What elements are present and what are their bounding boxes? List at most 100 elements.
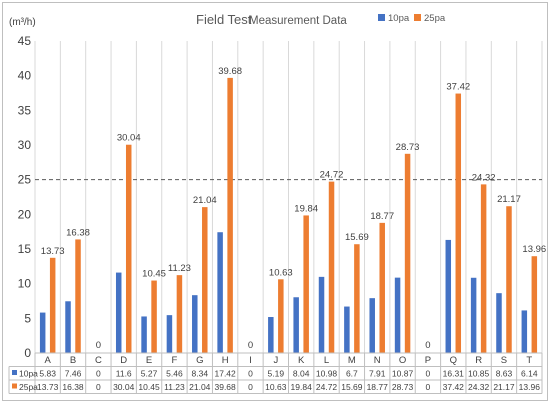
data-label-N: 18.77 — [370, 211, 394, 222]
x-tick-label-Q: Q — [450, 355, 457, 366]
x-tick-label-D: D — [120, 355, 127, 366]
table-cell: 11.23 — [164, 382, 185, 392]
data-label-D: 30.04 — [117, 133, 141, 144]
data-label-M: 15.69 — [345, 232, 369, 243]
bar-10pa-J — [268, 317, 274, 353]
data-label-I: 0 — [248, 340, 253, 351]
bar-10pa-A — [39, 312, 46, 353]
table-cell: 10.87 — [392, 369, 414, 379]
x-tick-label-P: P — [425, 355, 431, 366]
x-tick-label-J: J — [273, 355, 278, 366]
bar-10pa-N — [369, 298, 375, 353]
bar-25pa-Q — [455, 93, 462, 354]
data-label-Q: 37.42 — [446, 82, 470, 93]
bar-10pa-S — [496, 293, 502, 353]
bar-25pa-A — [49, 257, 56, 353]
table-cell: 15.69 — [341, 382, 363, 392]
bar-25pa-J — [278, 279, 284, 353]
bar-10pa-D — [115, 272, 122, 353]
table-cell: 13.73 — [37, 382, 59, 392]
table-cell: 10.85 — [468, 369, 490, 379]
bar-10pa-L — [318, 276, 325, 353]
y-axis: 0 5 10 15 20 25 30 35 40 45 — [18, 34, 32, 360]
data-label-J: 10.63 — [269, 267, 293, 278]
bar-10pa-H — [217, 232, 223, 353]
table-row-header-10pa: 10pa — [19, 369, 38, 379]
y-tick-label: 40 — [18, 69, 32, 83]
data-table: A B C D E F G H I J K L M N O P Q R S T 10pa 5.83 7.46 0 11.6 5.2… — [8, 352, 543, 394]
bar-25pa-D — [125, 144, 132, 353]
x-tick-label-C: C — [95, 355, 102, 366]
table-legend-key-25pa — [12, 383, 17, 389]
x-tick-label-T: T — [526, 355, 532, 366]
data-label-P: 0 — [425, 340, 430, 351]
table-cell: 28.73 — [392, 382, 414, 392]
legend: 10pa 25pa — [378, 13, 446, 24]
table-cell: 0 — [248, 369, 253, 379]
bar-25pa-E — [151, 280, 157, 353]
x-tick-label-A: A — [45, 355, 52, 366]
table-cell: 6.14 — [521, 369, 538, 379]
bar-25pa-B — [75, 239, 81, 353]
x-tick-label-R: R — [475, 355, 482, 366]
x-tick-label-E: E — [146, 355, 152, 366]
bar-25pa-K — [303, 215, 309, 353]
bar-10pa-O — [394, 277, 401, 353]
table-cell: 7.46 — [65, 369, 82, 379]
table-cell: 37.42 — [443, 382, 465, 392]
bar-10pa-Q — [445, 239, 452, 353]
data-label-K: 19.84 — [294, 203, 318, 214]
table-cell: 6.7 — [346, 369, 358, 379]
x-tick-label-L: L — [324, 355, 329, 366]
data-label-T: 13.96 — [522, 244, 546, 255]
bar-25pa-T — [531, 256, 538, 353]
table-cell: 17.42 — [214, 369, 236, 379]
table-cell: 0 — [96, 369, 101, 379]
bar-25pa-R — [480, 184, 487, 353]
table-cell: 8.04 — [293, 369, 310, 379]
table-cell: 18.77 — [367, 382, 389, 392]
x-tick-label-S: S — [501, 355, 507, 366]
bar-25pa-M — [354, 244, 360, 353]
table-cell: 7.91 — [369, 369, 386, 379]
table-cell: 16.38 — [62, 382, 84, 392]
x-tick-label-K: K — [298, 355, 305, 366]
bar-25pa-S — [506, 206, 512, 353]
y-tick-label: 0 — [24, 346, 31, 360]
table-cell: 39.68 — [214, 382, 236, 392]
y-tick-label: 45 — [18, 34, 32, 48]
bar-10pa-T — [521, 310, 528, 353]
x-tick-label-H: H — [222, 355, 229, 366]
x-tick-label-F: F — [172, 355, 178, 366]
x-tick-label-B: B — [70, 355, 76, 366]
data-label-A: 13.73 — [41, 246, 65, 257]
table-cell: 10.98 — [316, 369, 338, 379]
table-cell: 24.32 — [468, 382, 490, 392]
table-cell: 10.63 — [265, 382, 287, 392]
table-cell: 30.04 — [113, 382, 135, 392]
y-tick-label: 20 — [18, 207, 32, 221]
table-cell: 0 — [96, 382, 101, 392]
y-tick-label: 25 — [18, 173, 32, 187]
table-cell: 5.83 — [39, 369, 56, 379]
y-tick-label: 35 — [18, 103, 32, 117]
chart-title: Field Test — [196, 12, 252, 27]
chart-title-group: Field Test Measurement Data — [196, 12, 347, 27]
legend-swatch-10pa — [378, 14, 385, 21]
table-legend-key-10pa — [12, 370, 17, 375]
chart-title-rest: Measurement Data — [249, 15, 347, 27]
table-row-header-25pa: 25pa — [19, 382, 38, 392]
table-cell: 13.96 — [519, 382, 541, 392]
data-label-E: 10.45 — [142, 269, 166, 280]
legend-label-25pa: 25pa — [424, 13, 446, 24]
x-tick-label-G: G — [196, 355, 203, 366]
y-tick-label: 5 — [24, 311, 31, 325]
table-cell: 5.27 — [141, 369, 158, 379]
bar-25pa-O — [404, 153, 411, 353]
table-cell: 21.04 — [189, 382, 211, 392]
bar-10pa-R — [470, 277, 477, 353]
bar-10pa-K — [293, 297, 299, 353]
table-cell: 5.19 — [268, 369, 285, 379]
